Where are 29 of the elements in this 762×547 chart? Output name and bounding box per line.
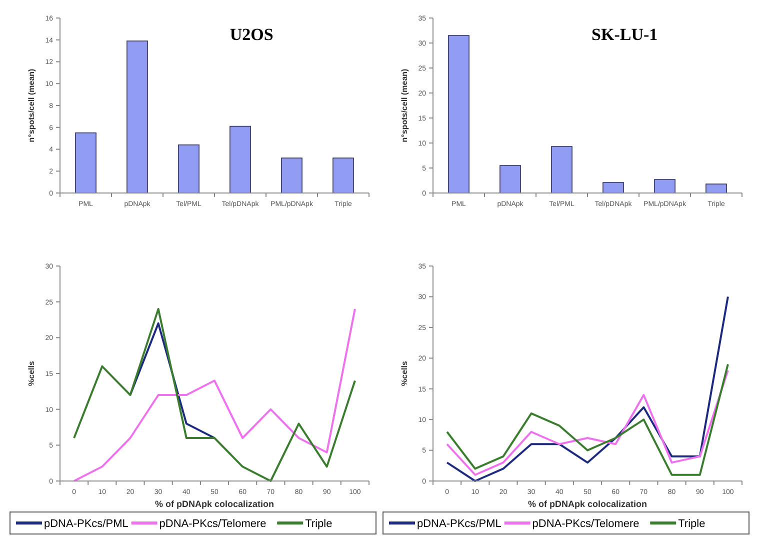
legend-label: pDNA-PKcs/PML [417,518,502,530]
bar [281,158,302,194]
bar [706,184,727,194]
bar [75,132,96,194]
line-series [446,296,729,482]
chart-title: U2OS [230,25,274,44]
bar [654,179,676,194]
line-series [129,322,216,439]
legend-label: Triple [305,518,332,530]
legend-label: pDNA-PKcs/Telomere [159,518,266,530]
bar [332,158,354,194]
bar [126,40,148,194]
line-series [73,308,356,482]
legend-label: pDNA-PKcs/Telomere [532,518,640,530]
y-axis-title: %cells [400,360,409,386]
bar [500,165,521,194]
y-axis-title: n°spots/cell (mean) [400,68,409,142]
y-axis-title: %cells [27,360,36,386]
bar [602,182,624,194]
legend-label: pDNA-PKcs/PML [44,518,128,530]
x-axis-title: % of pDNApk colocalization [528,499,648,509]
chart-title: SK-LU-1 [592,25,658,44]
bar [551,146,572,194]
y-axis-title: n°spots/cell (mean) [27,68,36,142]
bar [178,144,200,194]
bar [448,35,470,194]
legend-label: Triple [678,518,706,530]
x-axis-title: % of pDNApk colocalization [154,499,274,509]
bar [230,126,251,194]
